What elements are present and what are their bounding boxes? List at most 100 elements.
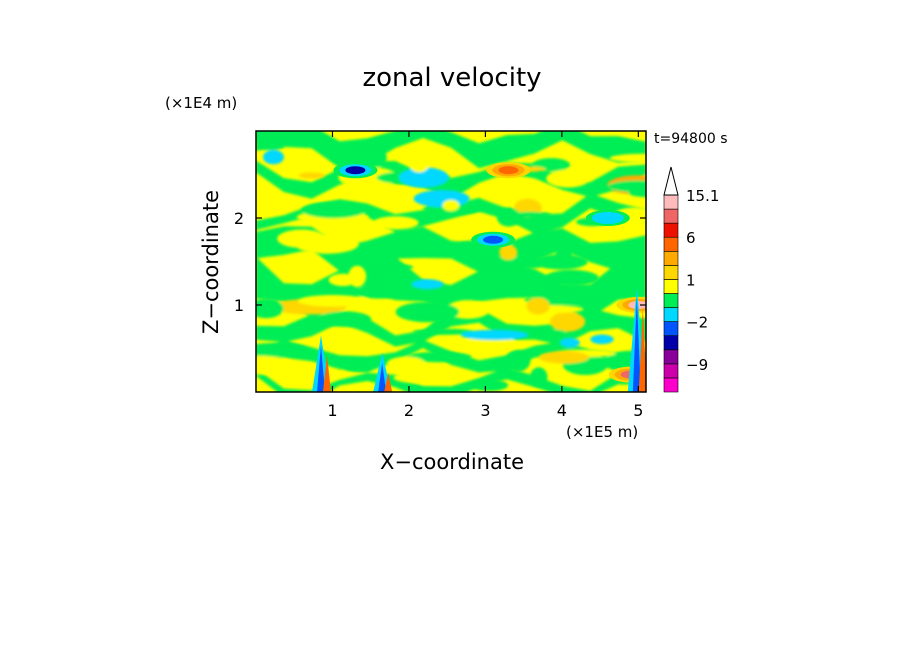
colorbar-label: −2: [686, 314, 708, 332]
flow-blob: [256, 298, 284, 319]
plume: [632, 297, 641, 392]
x-tick-label: 5: [633, 401, 643, 420]
flow-blob: [395, 301, 460, 323]
flow-blob: [541, 329, 568, 337]
colorbar-label: 1: [686, 271, 696, 289]
colorbar-segment: [663, 279, 679, 294]
x-axis-label: X−coordinate: [380, 450, 524, 474]
flow-blob: [317, 311, 372, 327]
flow-blob: [470, 379, 509, 391]
flow-blob: [259, 143, 285, 150]
plume: [317, 345, 325, 392]
colorbar-label: 15.1: [686, 187, 719, 205]
flow-blob: [357, 285, 399, 299]
flow-blob: [526, 297, 550, 315]
plume: [638, 307, 646, 392]
colorbar-segment: [663, 307, 679, 322]
flow-blob: [496, 207, 521, 227]
flow-band: [256, 226, 646, 274]
flow-blob: [411, 279, 444, 290]
flow-blob: [560, 337, 580, 348]
y-tick-label: 2: [234, 209, 244, 228]
x-tick-label: 1: [327, 401, 337, 420]
plume: [378, 362, 387, 392]
flow-blob: [549, 311, 586, 332]
flow-blob: [538, 351, 590, 364]
flow-blob: [367, 263, 414, 271]
flow-blob: [386, 356, 426, 371]
flow-blob: [460, 329, 529, 341]
colorbar-segment: [663, 363, 679, 379]
flow-extremes: [333, 162, 646, 383]
flow-blob: [344, 364, 372, 372]
flow-blob: [486, 152, 514, 159]
flow-blob: [301, 201, 367, 219]
flow-blob: [256, 131, 305, 143]
extreme-neg: [597, 214, 618, 222]
flow-blob: [510, 211, 552, 218]
plume: [384, 372, 393, 392]
colorbar-segment: [663, 222, 679, 238]
flow-blob: [294, 234, 359, 254]
colorbar: 15.1 6 1 −2 −9: [663, 166, 719, 393]
x-tick-label: 2: [404, 401, 414, 420]
colorbar-segment: [663, 377, 679, 393]
colorbar-segment: [663, 208, 679, 224]
flow-blob: [499, 244, 518, 260]
flow-band: [256, 367, 646, 392]
colorbar-segment: [663, 293, 679, 308]
y-tick-label: 1: [234, 296, 244, 315]
chart-title: zonal velocity: [362, 63, 541, 93]
flow-blob: [405, 351, 472, 363]
colorbar-label: −9: [686, 356, 708, 374]
flow-blob: [256, 355, 296, 375]
flow-blob: [409, 153, 430, 173]
flow-blob: [609, 153, 646, 163]
flow-blob: [413, 190, 470, 208]
flow-blob: [590, 334, 614, 345]
flow-blob: [373, 216, 419, 230]
colorbar-segment: [663, 250, 679, 266]
boundary-plumes: [312, 287, 646, 392]
y-unit-label: (×1E4 m): [165, 94, 237, 112]
flow-blob: [481, 255, 552, 270]
flow-blob: [298, 172, 325, 179]
colorbar-label: 6: [686, 229, 696, 247]
x-axis-ticks: 1 2 3 4 5: [327, 131, 643, 420]
colorbar-segment: [663, 236, 679, 252]
flow-blob: [505, 349, 531, 372]
colorbar-segment: [663, 265, 679, 280]
flow-blob: [263, 149, 284, 165]
flow-blobs: [256, 131, 646, 391]
flow-blob: [412, 328, 475, 335]
x-tick-label: 4: [557, 401, 567, 420]
flow-blob: [628, 188, 646, 197]
extreme-neg: [345, 166, 366, 175]
flow-blob: [393, 371, 465, 385]
flow-blob: [529, 367, 548, 387]
x-tick-label: 3: [480, 401, 490, 420]
y-axis-label: Z−coordinate: [199, 190, 223, 334]
extreme-neg: [483, 235, 504, 244]
plume: [323, 355, 331, 392]
flow-blob: [358, 146, 387, 169]
plot-frame: [255, 130, 647, 393]
colorbar-segment: [663, 335, 679, 351]
time-label: t=94800 s: [654, 131, 728, 147]
y-axis-ticks: 12: [234, 209, 646, 315]
x-unit-label: (×1E5 m): [566, 423, 638, 441]
colorbar-segment: [663, 194, 679, 210]
colorbar-segment: [663, 349, 679, 365]
flow-blob: [544, 269, 599, 286]
plot-area: [256, 131, 646, 392]
flow-band: [256, 131, 646, 169]
flow-blob: [256, 342, 309, 357]
flow-blob: [399, 167, 449, 188]
flow-blob: [297, 295, 368, 307]
flow-blob: [555, 243, 573, 263]
colorbar-extend-arrow: [663, 166, 679, 196]
colorbar-segment: [663, 321, 679, 337]
flow-blob: [546, 169, 590, 188]
flow-blob: [463, 336, 518, 351]
